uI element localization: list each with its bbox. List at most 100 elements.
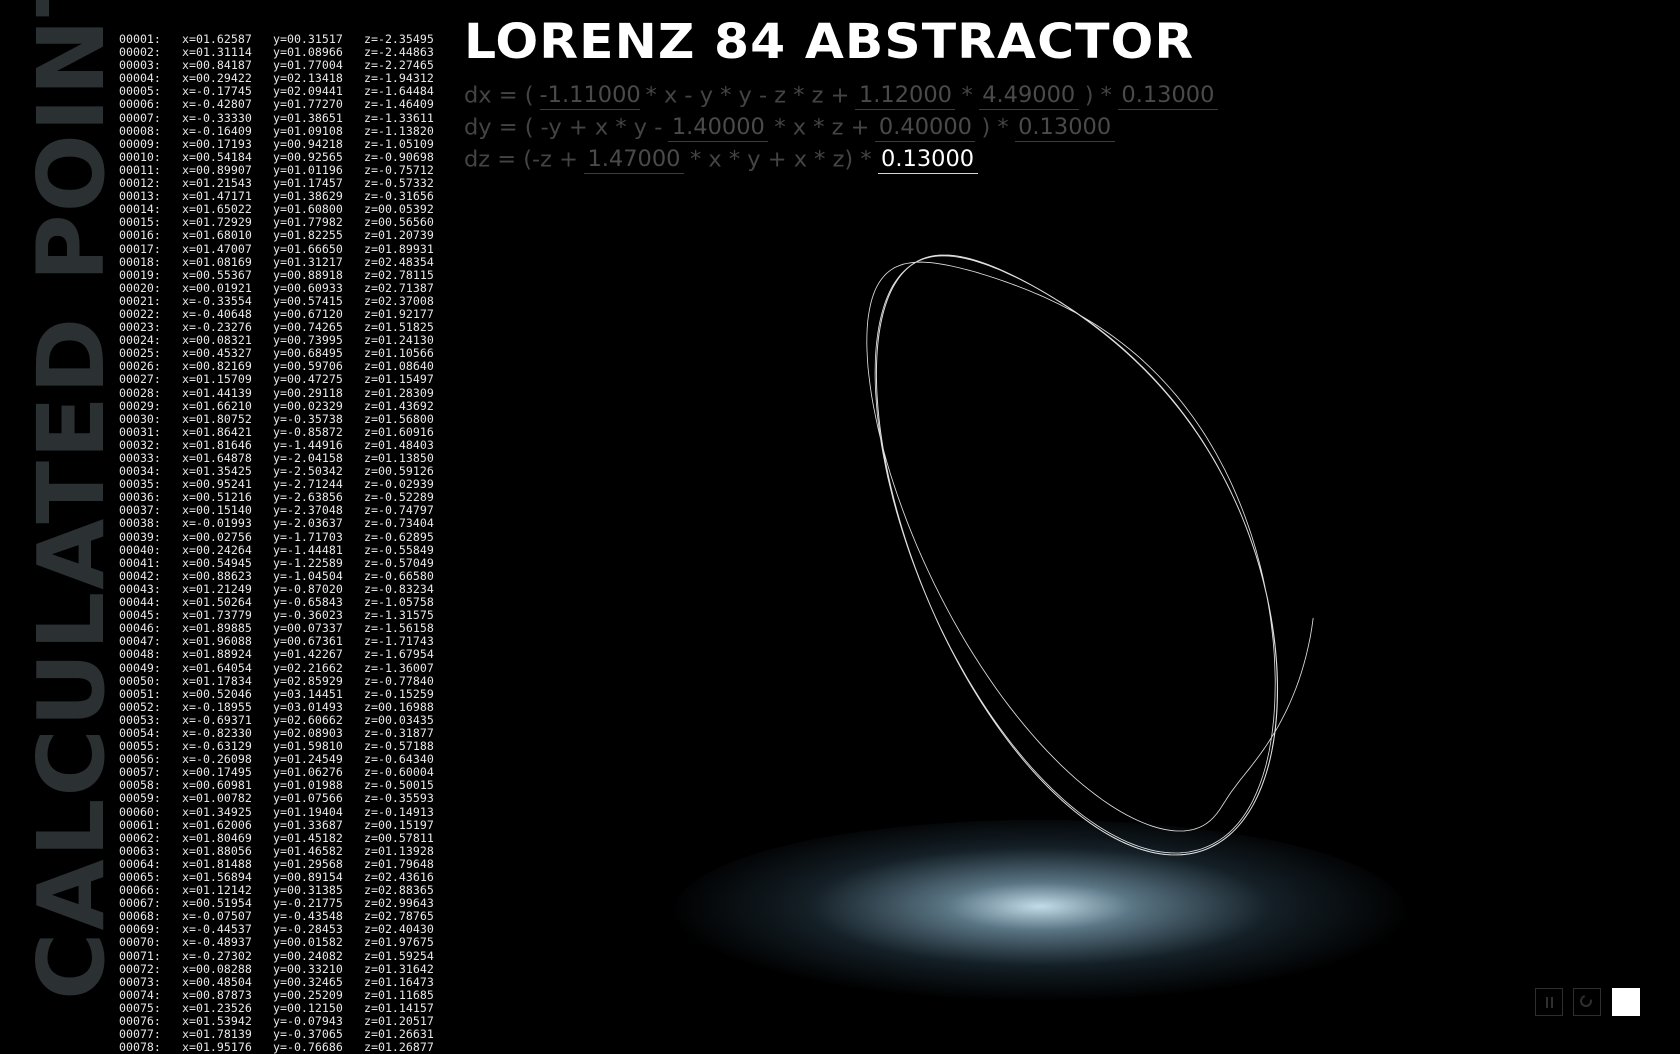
point-x: x=01.80752	[182, 411, 252, 426]
point-row: 00033: x=01.64878 y=-2.04158 z=01.13850	[119, 451, 439, 465]
point-y: y=02.13418	[273, 71, 343, 86]
dy-param-a-input[interactable]	[668, 113, 769, 142]
point-z: z=-0.74797	[364, 503, 434, 518]
point-y: y=00.68495	[273, 346, 343, 361]
point-row: 00018: x=01.08169 y=01.31217 z=02.48354	[119, 254, 439, 269]
point-index: 00022:	[119, 306, 161, 321]
point-y: y=00.67361	[273, 634, 343, 649]
attractor-visualization[interactable]	[760, 225, 1420, 885]
point-index: 00013:	[119, 189, 161, 204]
point-x: x=01.81646	[182, 437, 252, 452]
point-index: 00076:	[119, 1014, 161, 1029]
dx-param-a-input[interactable]	[539, 81, 640, 110]
point-y: y=01.59810	[273, 739, 343, 754]
point-z: z=-0.31656	[364, 189, 434, 204]
point-index: 00061:	[119, 817, 161, 832]
point-row: 00075: x=01.23526 y=00.12150 z=01.14157	[119, 1001, 439, 1015]
point-row: 00010: x=00.54184 y=00.92565 z=-0.90698	[119, 149, 439, 164]
point-z: z=-0.57188	[364, 739, 434, 754]
color-toggle-button[interactable]	[1612, 988, 1640, 1016]
point-index: 00032:	[119, 437, 161, 452]
point-y: y=00.33210	[273, 961, 343, 976]
point-row: 00021: x=-0.33554 y=00.57415 z=02.37008	[119, 294, 439, 308]
dz-step-input[interactable]	[877, 145, 978, 174]
point-row: 00036: x=00.51216 y=-2.63856 z=-0.52289	[119, 491, 439, 504]
point-index: 00018:	[119, 254, 161, 269]
point-y: y=00.60933	[273, 280, 343, 295]
point-row: 00052: x=-0.18955 y=03.01493 z=00.16988	[119, 699, 439, 714]
point-y: y=00.24082	[273, 948, 343, 963]
point-index: 00036:	[119, 490, 161, 505]
point-index: 00065:	[119, 870, 161, 884]
point-row: 00056: x=-0.26098 y=01.24549 z=-0.64340	[119, 753, 439, 766]
reset-button[interactable]	[1573, 988, 1601, 1016]
point-z: z=01.56800	[364, 411, 434, 426]
floor-glow	[675, 820, 1405, 1000]
point-index: 00048:	[119, 647, 161, 662]
point-index: 00077:	[119, 1027, 161, 1042]
point-row: 00051: x=00.52046 y=03.14451 z=-0.15259	[119, 686, 439, 701]
point-index: 00073:	[119, 974, 161, 989]
point-y: y=02.60662	[273, 712, 343, 727]
point-index: 00017:	[119, 241, 161, 256]
point-row: 00045: x=01.73779 y=-0.36023 z=-1.31575	[119, 609, 439, 622]
point-z: z=-1.13820	[364, 123, 434, 138]
point-y: y=00.31385	[273, 883, 343, 898]
point-y: y=03.14451	[273, 686, 343, 701]
point-index: 00026:	[119, 359, 161, 374]
point-index: 00054:	[119, 725, 161, 740]
point-index: 00001:	[119, 32, 161, 46]
point-z: z=-1.94312	[364, 71, 434, 86]
app-title: LORENZ 84 ABSTRACTOR	[464, 14, 1195, 70]
point-z: z=02.78115	[364, 267, 434, 282]
point-y: y=-1.44481	[273, 542, 343, 557]
point-row: 00038: x=-0.01993 y=-2.03637 z=-0.73404	[119, 517, 439, 530]
point-row: 00025: x=00.45327 y=00.68495 z=01.10566	[119, 347, 439, 360]
point-row: 00054: x=-0.82330 y=02.08903 z=-0.31877	[119, 725, 439, 740]
point-index: 00010:	[119, 149, 161, 164]
point-x: x=00.54184	[182, 149, 252, 164]
point-row: 00020: x=00.01921 y=00.60933 z=02.71387	[119, 280, 439, 295]
point-y: y=01.29568	[273, 856, 343, 871]
dy-param-b-input[interactable]	[875, 113, 976, 142]
point-y: y=01.77270	[273, 97, 343, 112]
point-x: x=01.17834	[182, 673, 252, 688]
point-x: x=00.89907	[182, 162, 252, 177]
point-row: 00017: x=01.47007 y=01.66650 z=01.89931	[119, 241, 439, 256]
point-x: x=00.24264	[182, 542, 252, 557]
point-y: y=01.24549	[273, 752, 343, 767]
point-z: z=01.24130	[364, 333, 434, 348]
dz-text-2: * x * y + x * z) *	[689, 146, 872, 173]
point-index: 00046:	[119, 621, 161, 636]
point-y: y=-2.63856	[273, 490, 343, 505]
point-row: 00035: x=00.95241 y=-2.71244 z=-0.02939	[119, 478, 439, 491]
point-x: x=00.54945	[182, 555, 252, 570]
point-row: 00015: x=01.72929 y=01.77982 z=00.56560	[119, 216, 439, 229]
point-y: y=02.09441	[273, 84, 343, 99]
point-z: z=01.48403	[364, 437, 434, 452]
dx-param-c-input[interactable]	[978, 81, 1079, 110]
point-y: y=00.59706	[273, 359, 343, 374]
point-z: z=01.15497	[364, 372, 434, 387]
point-index: 00004:	[119, 71, 161, 86]
dy-step-input[interactable]	[1014, 113, 1115, 142]
dx-param-b-input[interactable]	[855, 81, 956, 110]
point-z: z=00.16988	[364, 699, 434, 714]
point-index: 00028:	[119, 385, 161, 400]
calculated-points-heading: CALCULATED POINTS	[18, 0, 125, 1000]
dx-step-input[interactable]	[1117, 81, 1218, 110]
point-row: 00008: x=-0.16409 y=01.09108 z=-1.13820	[119, 123, 439, 138]
point-y: y=00.32465	[273, 974, 343, 989]
dz-param-a-input[interactable]	[583, 145, 684, 174]
point-y: y=00.47275	[273, 372, 343, 387]
point-y: y=01.31217	[273, 254, 343, 269]
point-z: z=01.60916	[364, 424, 434, 439]
point-index: 00002:	[119, 45, 161, 60]
point-z: z=01.13850	[364, 451, 434, 465]
point-x: x=01.96088	[182, 634, 252, 649]
point-y: y=01.77982	[273, 215, 343, 230]
point-z: z=-1.05109	[364, 136, 434, 151]
point-y: y=01.66650	[273, 241, 343, 256]
point-row: 00063: x=01.88056 y=01.46582 z=01.13928	[119, 844, 439, 858]
pause-button[interactable]	[1535, 988, 1563, 1016]
